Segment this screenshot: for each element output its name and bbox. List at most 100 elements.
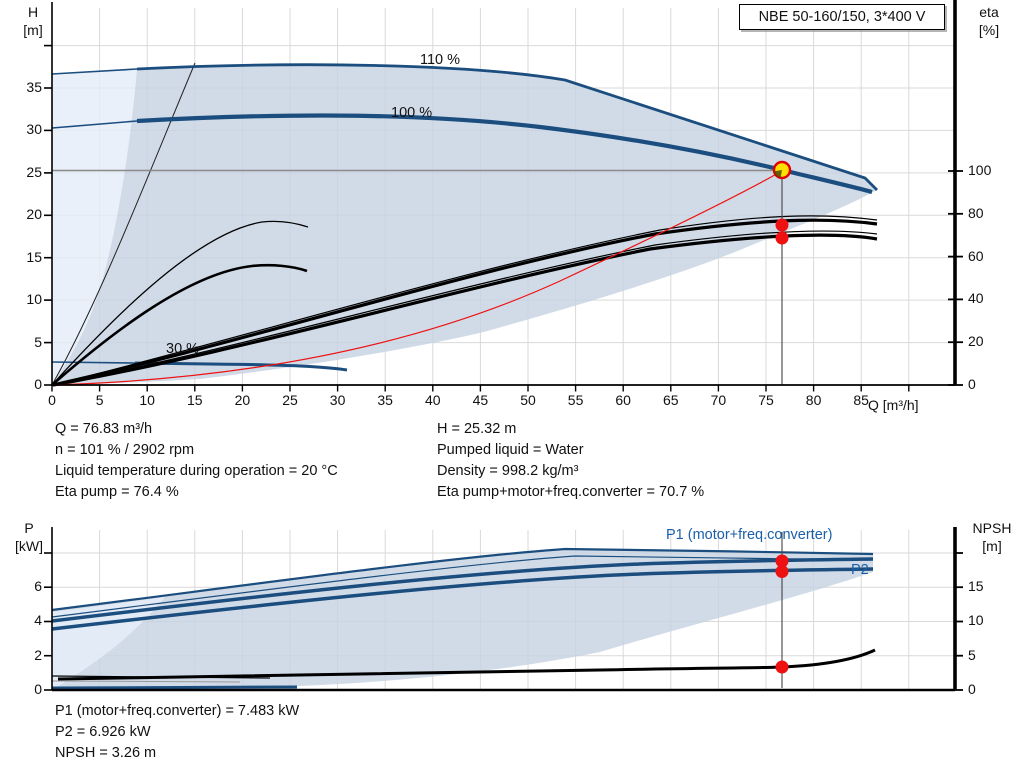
q-tick-label: 5 xyxy=(95,392,104,408)
eta-tick-label: 60 xyxy=(968,247,984,264)
h-tick-label: 15 xyxy=(26,248,42,265)
detail-liquid-temp: Liquid temperature during operation = 20… xyxy=(55,463,338,479)
p-axis-unit: [kW] xyxy=(15,538,43,554)
eta-tick-label: 80 xyxy=(968,204,984,221)
duty-details-left: Q = 76.83 m³/h n = 101 % / 2902 rpm Liqu… xyxy=(55,419,338,503)
eta-pump-curve-thin xyxy=(52,215,878,386)
q-axis-unit-label: Q [m³/h] xyxy=(868,397,919,413)
q-tick-label: 25 xyxy=(282,392,298,408)
npsh-lowflow-gray-line xyxy=(51,680,241,683)
detail-pumped-liquid: Pumped liquid = Water xyxy=(437,442,584,458)
eta-total-curve-thin xyxy=(52,230,878,386)
npsh-axis-unit: [m] xyxy=(982,538,1002,554)
eta-total-curve xyxy=(52,233,878,387)
eta-axis-title: eta [%] xyxy=(966,3,1012,39)
envelope-left-light-region xyxy=(52,69,137,385)
detail-p1: P1 (motor+freq.converter) = 7.483 kW xyxy=(55,703,300,719)
duty-details-right: H = 25.32 m Pumped liquid = Water Densit… xyxy=(437,419,704,503)
q-tick-label: 65 xyxy=(663,392,679,408)
speed-100-curve xyxy=(136,113,873,195)
h-tick-label: 0 xyxy=(34,376,42,392)
detail-eta-pump: Eta pump = 76.4 % xyxy=(55,484,179,500)
h-tick-label: 35 xyxy=(26,79,42,95)
speed-30-curve-lowflow xyxy=(51,361,136,364)
h-tick-label: 30 xyxy=(26,121,42,138)
q-tick-label: 30 xyxy=(329,392,346,408)
eta-total-duty-dot xyxy=(775,231,789,245)
q-tick-label: 55 xyxy=(567,392,584,408)
eta-axis-unit: [%] xyxy=(978,22,1000,38)
npsh-tick-label: 0 xyxy=(968,680,976,697)
axes xyxy=(44,0,963,692)
p2-curve-label: P2 xyxy=(851,562,869,578)
npsh-axis-symbol: NPSH xyxy=(972,520,1012,536)
p1-max-speed-curve xyxy=(51,547,874,612)
detail-npsh: NPSH = 3.26 m xyxy=(55,745,157,761)
eta-curve-short-thin xyxy=(51,220,309,386)
q-tick-label: 60 xyxy=(615,392,631,408)
envelope-main-region xyxy=(52,64,877,386)
detail-h: H = 25.32 m xyxy=(437,421,517,437)
q-tick-label: 20 xyxy=(234,392,251,408)
npsh-tick-label: 10 xyxy=(968,612,984,629)
q-tick-label: 0 xyxy=(48,392,56,408)
q-tick-label: 35 xyxy=(377,392,393,408)
operating-point-marker[interactable] xyxy=(772,160,792,180)
min-flow-limit-line xyxy=(51,62,196,386)
detail-q: Q = 76.83 m³/h xyxy=(55,421,153,437)
eta-tick-label: 100 xyxy=(968,162,992,178)
detail-density: Density = 998.2 kg/m³ xyxy=(437,463,579,479)
duty-point-markers xyxy=(772,160,792,674)
duty-details-bottom: P1 (motor+freq.converter) = 7.483 kW P2 … xyxy=(55,701,299,764)
top-chart-operating-envelope xyxy=(52,64,877,386)
q-tick-label: 15 xyxy=(187,392,203,408)
p2-max-speed-curve xyxy=(51,555,874,618)
h-tick-label: 10 xyxy=(26,291,42,308)
speed-30-label: 30 % xyxy=(166,341,200,357)
detail-p2: P2 = 6.926 kW xyxy=(55,724,151,740)
eta-tick-label: 20 xyxy=(968,333,984,350)
speed-100-label: 100 % xyxy=(391,105,433,121)
speed-100-curve-lowflow xyxy=(51,120,138,129)
detail-speed: n = 101 % / 2902 rpm xyxy=(55,442,195,458)
p1-duty-dot xyxy=(775,554,789,568)
p-axis-symbol: P xyxy=(24,520,34,536)
npsh-duty-dot xyxy=(775,660,789,674)
speed-110-curve-lowflow xyxy=(51,68,138,75)
eta-pump-duty-dot xyxy=(775,218,789,232)
p1-curve-label: P1 (motor+freq.converter) xyxy=(666,527,833,543)
pump-title-box: NBE 50-160/150, 3*400 V xyxy=(739,4,945,30)
q-tick-label: 85 xyxy=(853,392,869,408)
eta-curve-short-thick xyxy=(51,263,308,386)
p2-duty-dot xyxy=(775,565,789,578)
h-tick-label: 5 xyxy=(34,333,42,350)
h-axis-symbol: H xyxy=(27,4,39,20)
top-chart-curves xyxy=(51,62,878,387)
p-tick-label: 4 xyxy=(34,612,42,629)
eta-axis-symbol: eta xyxy=(979,4,999,20)
speed-30-curve xyxy=(134,361,348,372)
q-tick-label: 70 xyxy=(710,392,727,408)
q-tick-label: 75 xyxy=(758,392,774,408)
npsh-axis-title: NPSH [m] xyxy=(962,519,1022,555)
h-axis-unit: [m] xyxy=(23,22,43,38)
p-axis-title: P [kW] xyxy=(6,519,52,555)
p-tick-label: 2 xyxy=(34,646,42,663)
q-tick-label: 50 xyxy=(520,392,536,408)
h-tick-label: 20 xyxy=(26,206,42,223)
q-tick-label: 40 xyxy=(425,392,441,408)
speed-110-curve xyxy=(136,63,878,191)
p-tick-label: 6 xyxy=(34,578,42,594)
speed-110-label: 110 % xyxy=(420,52,461,68)
q-tick-label: 10 xyxy=(139,392,155,408)
npsh-curve xyxy=(57,648,876,681)
npsh-tick-label: 5 xyxy=(968,646,976,663)
eta-pump-curve xyxy=(52,218,878,387)
q-tick-label: 80 xyxy=(805,392,822,408)
npsh-tick-label: 15 xyxy=(968,578,984,594)
eta-tick-label: 40 xyxy=(968,290,984,307)
system-curve xyxy=(51,171,781,386)
detail-eta-total: Eta pump+motor+freq.converter = 70.7 % xyxy=(437,484,705,500)
p-min-speed-short-curve xyxy=(51,685,298,690)
